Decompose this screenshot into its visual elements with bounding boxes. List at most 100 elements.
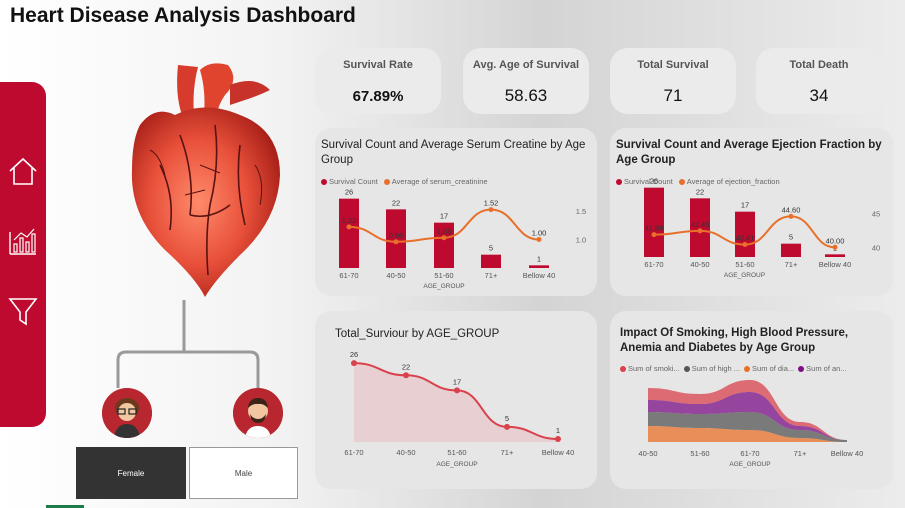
bar (644, 187, 664, 257)
bar-data-label: 1 (537, 254, 541, 263)
legend-item[interactable]: Sum of smoki... (620, 364, 680, 373)
legend-item[interactable]: Survival Count (616, 177, 673, 186)
bar (481, 254, 501, 268)
line-point (832, 244, 838, 250)
y2-tick-label: 1.5 (576, 207, 586, 216)
line-point (697, 228, 703, 234)
heart-illustration (120, 55, 290, 310)
legend-item[interactable]: Sum of dia... (744, 364, 794, 373)
legend-label: Survival Count (329, 177, 378, 186)
bar (825, 254, 845, 257)
data-label: 22 (402, 362, 410, 371)
combo-chart: 26 61-70 22 40-50 17 51-60 5 71+ 1 Bellow 40 1.22 0… (339, 188, 586, 290)
legend-label: Sum of dia... (752, 364, 795, 373)
x-tick-label: 61-70 (339, 271, 358, 280)
kpi-value: 58.63 (504, 86, 548, 105)
x-tick-label: 40-50 (638, 449, 657, 458)
bar (386, 209, 406, 268)
chart-card-risk-factors: Impact Of Smoking, High Blood Pressure, … (610, 311, 893, 489)
dashboard-title: Heart Disease Analysis Dashboard (10, 4, 356, 27)
kpi-survival-rate: Survival Rate 67.89% (315, 48, 441, 114)
ribbon-band (648, 412, 847, 442)
line-point (504, 423, 510, 430)
y2-tick-label: 1.0 (576, 236, 586, 245)
chart-card-total-survivor: Total_Surviour by AGE_GROUP 26 61-70 22 40-… (315, 311, 597, 489)
legend-label: Sum of an... (806, 364, 847, 373)
ribbon-chart: 40-50 51-60 61-70 71+ Bellow 40 AGE_GROUP (638, 380, 863, 468)
line-data-label: 0.96 (389, 231, 404, 240)
chart-card-serum-creatinine: Survival Count and Average Serum Creatin… (315, 128, 597, 296)
y2-tick-label: 45 (872, 210, 880, 219)
kpi-total-death: Total Death 34 (756, 48, 882, 114)
home-icon[interactable] (6, 154, 40, 188)
legend-item[interactable]: Sum of high ... (683, 364, 741, 373)
area-chart: 26 61-70 22 40-50 17 51-60 5 71+ 1 Bellow 40 AGE_G… (344, 350, 574, 468)
data-label: 1 (556, 426, 560, 435)
page-indicator (46, 505, 84, 508)
x-tick-label: 71+ (785, 260, 798, 269)
x-tick-label: 51-60 (735, 260, 754, 269)
line-data-label: 1.52 (484, 199, 499, 208)
line-point (441, 235, 447, 241)
male-filter-button[interactable]: Male (189, 447, 298, 499)
line-point (351, 360, 357, 367)
legend-item[interactable]: Survival Count (321, 177, 378, 186)
bar-data-label: 22 (696, 187, 704, 196)
y2-tick-label: 40 (872, 243, 880, 252)
x-tick-label: 51-60 (690, 449, 709, 458)
legend-item[interactable]: Sum of an... (798, 364, 847, 373)
line-data-label: 44.60 (782, 205, 801, 214)
kpi-avg-age: Avg. Age of Survival 58.63 (463, 48, 589, 114)
female-avatar[interactable] (102, 388, 152, 438)
line-data-label: 40.41 (736, 234, 755, 243)
bar (735, 211, 755, 257)
x-tick-label: 40-50 (386, 271, 405, 280)
line-data-label: 41.88 (645, 224, 664, 233)
line-point (393, 239, 399, 245)
legend-label: Average of serum_creatinine (391, 177, 488, 186)
bar-chart-icon[interactable] (6, 224, 40, 258)
female-filter-button[interactable]: Female (76, 447, 186, 499)
x-tick-label: 71+ (794, 449, 807, 458)
line-data-label: 1.03 (437, 227, 452, 236)
line-point (742, 242, 748, 248)
sidebar (0, 82, 46, 427)
x-tick-label: 40-50 (396, 448, 415, 457)
bar-data-label: 17 (440, 212, 448, 221)
legend-label: Average of ejection_fraction (686, 177, 780, 186)
x-axis-label: AGE_GROUP (423, 283, 464, 290)
line-point (346, 224, 352, 230)
filter-icon[interactable] (6, 294, 40, 328)
kpi-value: 71 (663, 86, 683, 105)
kpi-label: Total Death (789, 59, 849, 71)
line-point (403, 372, 409, 379)
chart-title: Total_Surviour by AGE_GROUP (335, 328, 500, 340)
chart-title: Survival Count and Average Serum Creatin… (321, 139, 586, 166)
x-tick-label: 51-60 (434, 271, 453, 280)
line-data-label: 42.45 (691, 220, 710, 229)
x-tick-label: 40-50 (690, 260, 709, 269)
legend-label: Sum of high ... (691, 364, 741, 373)
x-tick-label: 61-70 (344, 448, 363, 457)
line-point (536, 237, 542, 242)
legend-item[interactable]: Average of serum_creatinine (383, 177, 488, 186)
x-tick-label: 61-70 (644, 260, 663, 269)
bar-data-label: 17 (741, 201, 749, 210)
bar (339, 198, 359, 268)
bar (781, 243, 801, 257)
x-tick-label: Bellow 40 (819, 260, 852, 269)
chart-title: Survival Count and Average Ejection Frac… (616, 139, 882, 166)
bar (690, 198, 710, 257)
bar-data-label: 5 (789, 233, 793, 242)
line-data-label: 40.00 (826, 236, 845, 245)
bar-data-label: 26 (650, 177, 658, 186)
line-data-label: 1.00 (532, 229, 547, 238)
legend-item[interactable]: Average of ejection_fraction (678, 177, 780, 186)
chart-legend: Survival Count Average of serum_creatini… (321, 177, 488, 186)
x-tick-label: 71+ (501, 448, 514, 457)
kpi-total-survival: Total Survival 71 (610, 48, 736, 114)
male-avatar[interactable] (233, 388, 283, 438)
chart-legend: Sum of smoki... Sum of high ... Sum of d… (620, 364, 847, 373)
bar-data-label: 5 (489, 244, 493, 253)
x-axis-label: AGE_GROUP (729, 461, 770, 468)
